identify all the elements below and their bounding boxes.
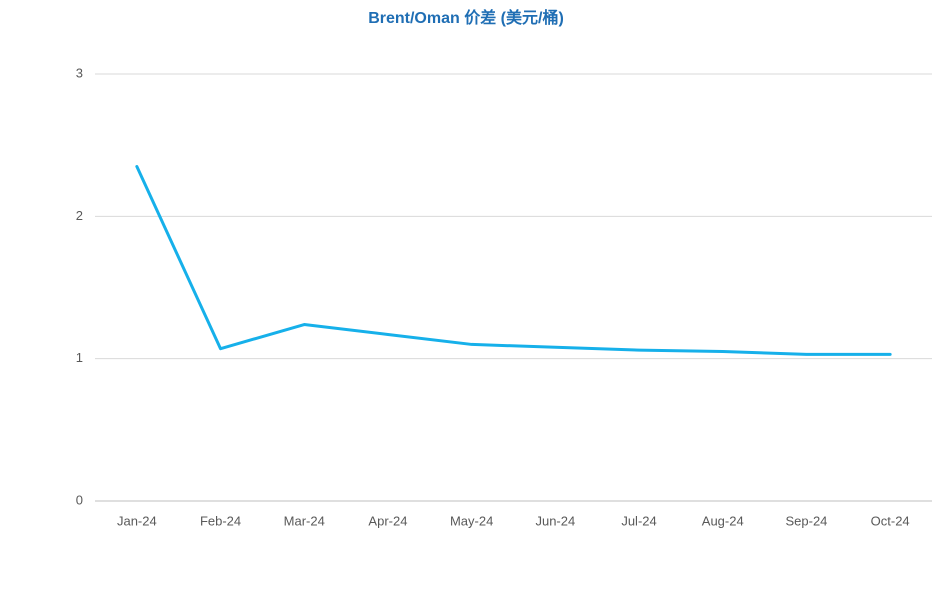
x-tick-label: Mar-24 xyxy=(284,513,325,528)
y-tick-label: 1 xyxy=(76,350,83,365)
x-tick-label: Feb-24 xyxy=(200,513,241,528)
y-tick-label: 0 xyxy=(76,492,83,507)
x-tick-label: Jul-24 xyxy=(621,513,656,528)
x-tick-label: Apr-24 xyxy=(368,513,407,528)
x-tick-label: May-24 xyxy=(450,513,493,528)
line-series xyxy=(135,165,892,356)
x-tick-label: Aug-24 xyxy=(702,513,744,528)
chart-title: Brent/Oman 价差 (美元/桶) xyxy=(368,8,564,27)
x-tick-label: Oct-24 xyxy=(871,513,910,528)
y-tick-label: 2 xyxy=(76,208,83,223)
x-tick-label: Jun-24 xyxy=(535,513,575,528)
y-tick-label: 3 xyxy=(76,65,83,80)
x-tick-label: Jan-24 xyxy=(117,513,157,528)
x-tick-label: Sep-24 xyxy=(785,513,827,528)
